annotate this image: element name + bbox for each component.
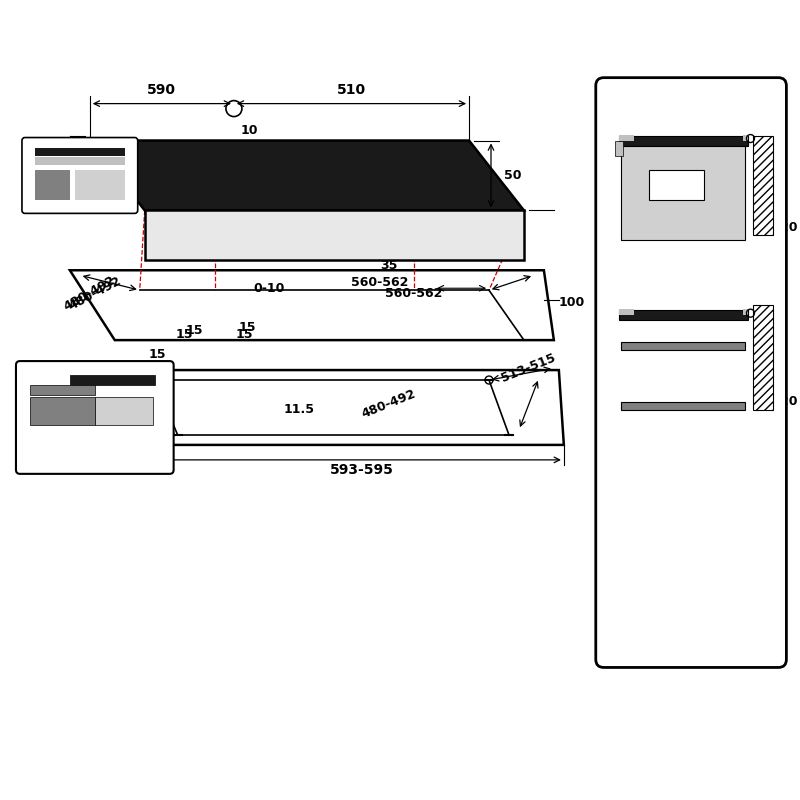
Text: 15: 15 — [149, 348, 166, 361]
Text: 15: 15 — [236, 328, 254, 341]
Text: 10: 10 — [658, 324, 675, 337]
Text: min 12: min 12 — [667, 263, 720, 278]
Text: 35: 35 — [381, 259, 398, 272]
Text: 50: 50 — [504, 169, 522, 182]
Polygon shape — [70, 270, 554, 340]
Bar — [30, 385, 95, 395]
Text: 247.5: 247.5 — [672, 90, 711, 104]
Bar — [30, 397, 95, 425]
Bar — [743, 134, 749, 141]
Text: 15: 15 — [238, 321, 256, 334]
FancyBboxPatch shape — [16, 361, 174, 474]
Bar — [621, 146, 746, 240]
Polygon shape — [145, 210, 524, 260]
Bar — [35, 147, 125, 155]
Text: 480-492: 480-492 — [360, 387, 418, 421]
Text: 593-595: 593-595 — [330, 463, 394, 477]
Text: 510: 510 — [337, 82, 366, 97]
Polygon shape — [90, 141, 524, 210]
Text: 60: 60 — [674, 371, 691, 385]
Text: 590: 590 — [147, 82, 176, 97]
Bar — [95, 397, 153, 425]
Text: 513-515: 513-515 — [499, 351, 557, 385]
Text: 560-562: 560-562 — [350, 276, 408, 290]
Bar — [35, 170, 70, 201]
Text: min 28: min 28 — [667, 84, 720, 98]
Bar — [614, 141, 622, 155]
Text: 4: 4 — [54, 137, 62, 150]
Bar — [618, 134, 634, 141]
Text: 560-562: 560-562 — [386, 286, 443, 300]
Bar — [75, 170, 125, 201]
Text: 11.5: 11.5 — [284, 403, 315, 417]
Text: 247.5: 247.5 — [672, 270, 711, 283]
Text: 6: 6 — [30, 365, 40, 379]
Bar — [649, 170, 703, 201]
Text: 480-492: 480-492 — [66, 274, 123, 313]
Bar — [618, 309, 634, 315]
Bar — [618, 135, 749, 146]
Text: 15: 15 — [176, 328, 194, 341]
Text: 100: 100 — [559, 296, 585, 309]
Bar — [70, 375, 154, 385]
Bar — [618, 310, 749, 320]
Text: 10: 10 — [240, 123, 258, 137]
FancyBboxPatch shape — [596, 78, 786, 667]
Bar — [621, 402, 746, 410]
Text: 480-492: 480-492 — [62, 274, 118, 314]
Text: 20: 20 — [780, 395, 798, 409]
Bar — [621, 342, 746, 350]
Text: 15: 15 — [186, 324, 203, 337]
Bar — [754, 305, 774, 410]
Text: 560-562: 560-562 — [100, 376, 158, 410]
Text: 20: 20 — [780, 221, 798, 234]
Text: 0-10: 0-10 — [254, 282, 285, 295]
Bar — [754, 135, 774, 235]
FancyBboxPatch shape — [22, 138, 138, 214]
Bar — [743, 309, 749, 315]
Polygon shape — [80, 370, 564, 445]
Bar — [35, 158, 125, 166]
